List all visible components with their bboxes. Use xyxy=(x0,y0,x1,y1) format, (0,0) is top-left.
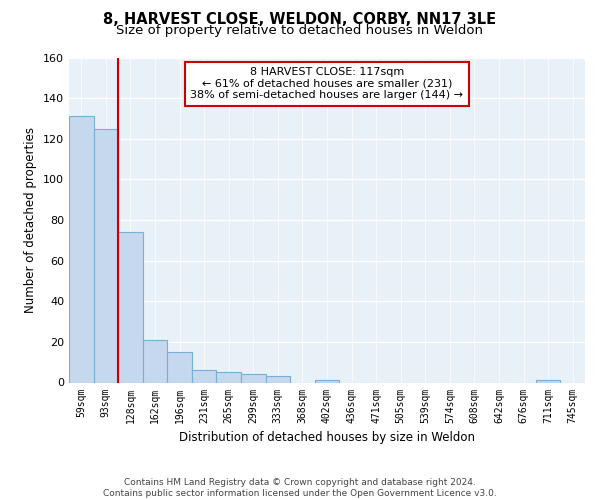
Y-axis label: Number of detached properties: Number of detached properties xyxy=(25,127,37,313)
Bar xyxy=(266,376,290,382)
Text: Contains HM Land Registry data © Crown copyright and database right 2024.
Contai: Contains HM Land Registry data © Crown c… xyxy=(103,478,497,498)
Bar xyxy=(118,232,143,382)
Bar xyxy=(241,374,266,382)
Bar xyxy=(69,116,94,382)
Bar xyxy=(536,380,560,382)
Bar xyxy=(143,340,167,382)
Bar xyxy=(192,370,217,382)
Bar xyxy=(167,352,192,382)
Bar xyxy=(217,372,241,382)
Bar xyxy=(94,128,118,382)
X-axis label: Distribution of detached houses by size in Weldon: Distribution of detached houses by size … xyxy=(179,431,475,444)
Text: 8, HARVEST CLOSE, WELDON, CORBY, NN17 3LE: 8, HARVEST CLOSE, WELDON, CORBY, NN17 3L… xyxy=(103,12,497,28)
Text: 8 HARVEST CLOSE: 117sqm
← 61% of detached houses are smaller (231)
38% of semi-d: 8 HARVEST CLOSE: 117sqm ← 61% of detache… xyxy=(191,67,464,100)
Bar xyxy=(315,380,339,382)
Text: Size of property relative to detached houses in Weldon: Size of property relative to detached ho… xyxy=(116,24,484,37)
